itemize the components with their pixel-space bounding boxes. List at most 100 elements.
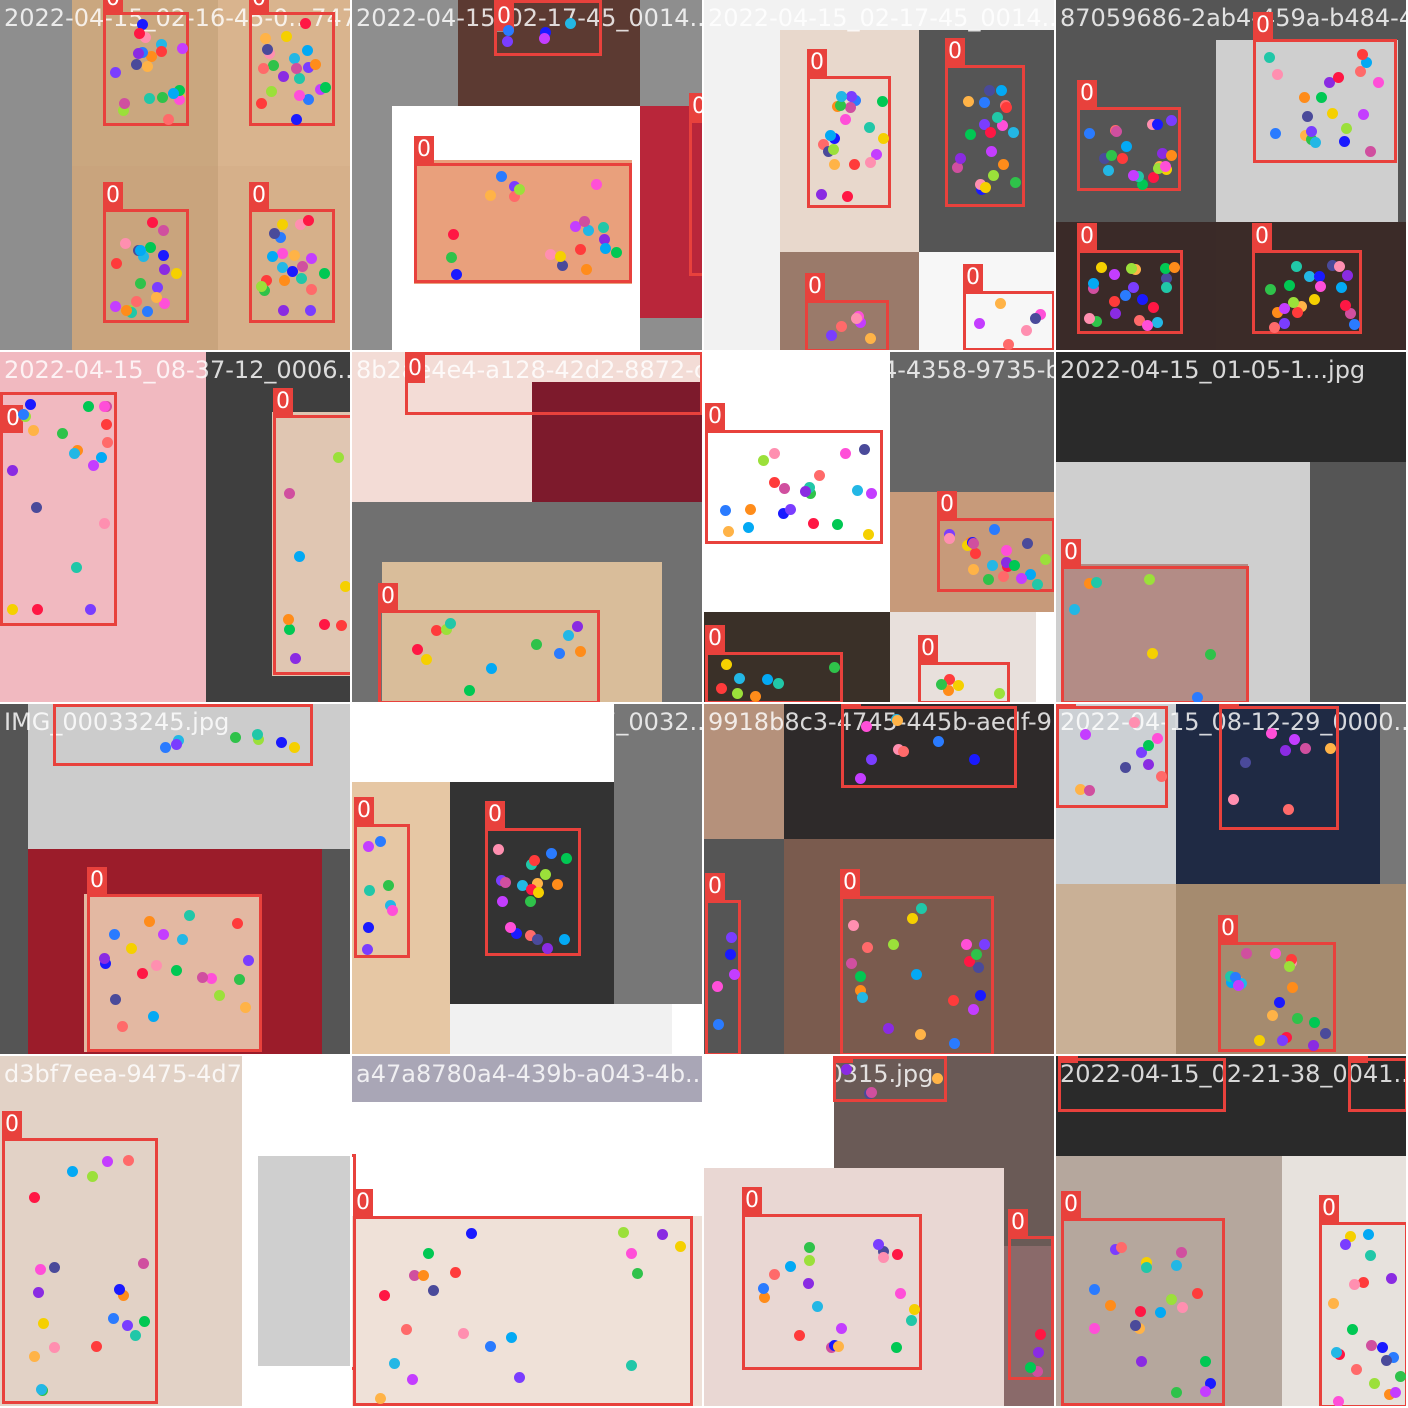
hand-keypoint <box>118 1289 130 1301</box>
hand-keypoint <box>278 304 290 316</box>
hand-keypoint <box>176 43 188 55</box>
image-region <box>0 1056 242 1406</box>
hand-keypoint <box>1159 262 1171 274</box>
hand-keypoint <box>240 1002 252 1014</box>
hand-keypoint <box>1288 296 1300 308</box>
hand-keypoint <box>447 229 459 241</box>
hand-keypoint <box>1306 126 1318 138</box>
hand-keypoint <box>171 964 183 976</box>
hand-keypoint <box>163 113 175 125</box>
hand-keypoint <box>318 619 330 631</box>
hand-keypoint <box>1109 307 1121 319</box>
hand-keypoint <box>1074 783 1086 795</box>
hand-keypoint <box>1142 740 1154 752</box>
hand-keypoint <box>69 448 81 460</box>
hand-keypoint <box>1272 307 1284 319</box>
hand-keypoint <box>574 646 586 658</box>
hand-keypoint <box>171 268 182 280</box>
hand-keypoint <box>1021 537 1033 549</box>
hand-bounding-box: 0 <box>53 704 313 766</box>
image-region <box>614 704 702 1004</box>
hand-keypoint <box>1031 1365 1043 1377</box>
hand-keypoint <box>728 969 740 981</box>
hand-keypoint <box>986 146 998 158</box>
hand-keypoint <box>495 171 507 183</box>
hand-keypoint <box>1204 1378 1216 1390</box>
hand-keypoint <box>266 251 278 263</box>
class-label: 0 <box>103 0 123 13</box>
hand-keypoint <box>915 1029 927 1041</box>
hand-keypoint <box>173 93 185 105</box>
hand-keypoint <box>109 928 121 940</box>
image-region <box>352 782 450 1054</box>
hand-keypoint <box>828 661 840 673</box>
hand-keypoint <box>269 227 281 239</box>
image-region <box>0 0 72 350</box>
hand-keypoint <box>1263 51 1275 63</box>
hand-keypoint <box>955 153 967 165</box>
hand-keypoint <box>726 932 738 944</box>
hand-keypoint <box>757 1283 769 1295</box>
hand-keypoint <box>1308 1017 1320 1029</box>
hand-keypoint <box>1156 147 1168 159</box>
hand-keypoint <box>121 1319 133 1331</box>
hand-bounding-box: 0 <box>805 273 889 350</box>
hand-keypoint <box>314 84 326 96</box>
hand-keypoint <box>846 90 858 102</box>
hand-keypoint <box>883 1023 895 1035</box>
hand-keypoint <box>878 132 890 144</box>
class-label: 0 <box>945 38 965 66</box>
class-label: 0 <box>805 273 825 301</box>
hand-keypoint <box>1280 744 1292 756</box>
class-label: 0 <box>1077 223 1097 251</box>
hand-keypoint <box>339 580 350 592</box>
hand-keypoint <box>109 993 121 1005</box>
hand-keypoint <box>110 67 122 79</box>
mosaic-tile-8: 2022-04-15_01-05-1...jpg 0 <box>1056 352 1406 702</box>
hand-keypoint <box>142 60 154 72</box>
hand-keypoint <box>1034 1328 1046 1340</box>
hand-keypoint <box>1008 127 1020 139</box>
hand-keypoint <box>964 956 976 968</box>
hand-keypoint <box>1361 57 1373 69</box>
hand-keypoint <box>978 939 990 951</box>
hand-keypoint <box>1342 270 1354 281</box>
hand-keypoint <box>772 678 784 690</box>
hand-keypoint <box>1336 282 1348 294</box>
hand-keypoint <box>511 927 523 939</box>
hand-keypoint <box>1079 729 1091 741</box>
class-label: 0 <box>807 49 827 77</box>
hand-keypoint <box>305 253 317 265</box>
hand-bounding-box: 0 <box>1008 1209 1054 1380</box>
hand-keypoint <box>29 1192 41 1204</box>
hand-keypoint <box>290 62 302 74</box>
hand-keypoint <box>259 33 271 45</box>
hand-keypoint <box>144 93 156 105</box>
hand-keypoint <box>989 524 1001 536</box>
hand-keypoint <box>842 190 854 202</box>
hand-keypoint <box>1030 312 1042 324</box>
hand-keypoint <box>804 1242 816 1254</box>
hand-keypoint <box>1001 544 1013 556</box>
hand-keypoint <box>1357 49 1369 61</box>
hand-keypoint <box>120 237 132 249</box>
hand-keypoint <box>561 852 573 864</box>
hand-keypoint <box>863 529 875 541</box>
hand-keypoint <box>1104 1299 1116 1311</box>
hand-keypoint <box>303 215 315 227</box>
class-label: 0 <box>353 1189 373 1217</box>
hand-keypoint <box>816 189 828 201</box>
hand-keypoint <box>1088 1283 1100 1295</box>
hand-keypoint <box>114 1284 126 1296</box>
hand-keypoint <box>305 284 317 296</box>
hand-keypoint <box>288 742 300 753</box>
hand-keypoint <box>134 245 146 257</box>
hand-bounding-box: 0 <box>1077 80 1181 191</box>
image-filename: 2022-04-15_02-16-45-0...7475260f66-fde-4… <box>4 4 350 32</box>
hand-keypoint <box>720 504 732 516</box>
hand-keypoint <box>611 246 623 258</box>
hand-keypoint <box>257 63 269 75</box>
hand-keypoint <box>539 869 551 881</box>
hand-keypoint <box>538 32 550 44</box>
mosaic-tile-5: 2022-04-15_08-37-12_0006... 0 0 <box>0 352 350 702</box>
